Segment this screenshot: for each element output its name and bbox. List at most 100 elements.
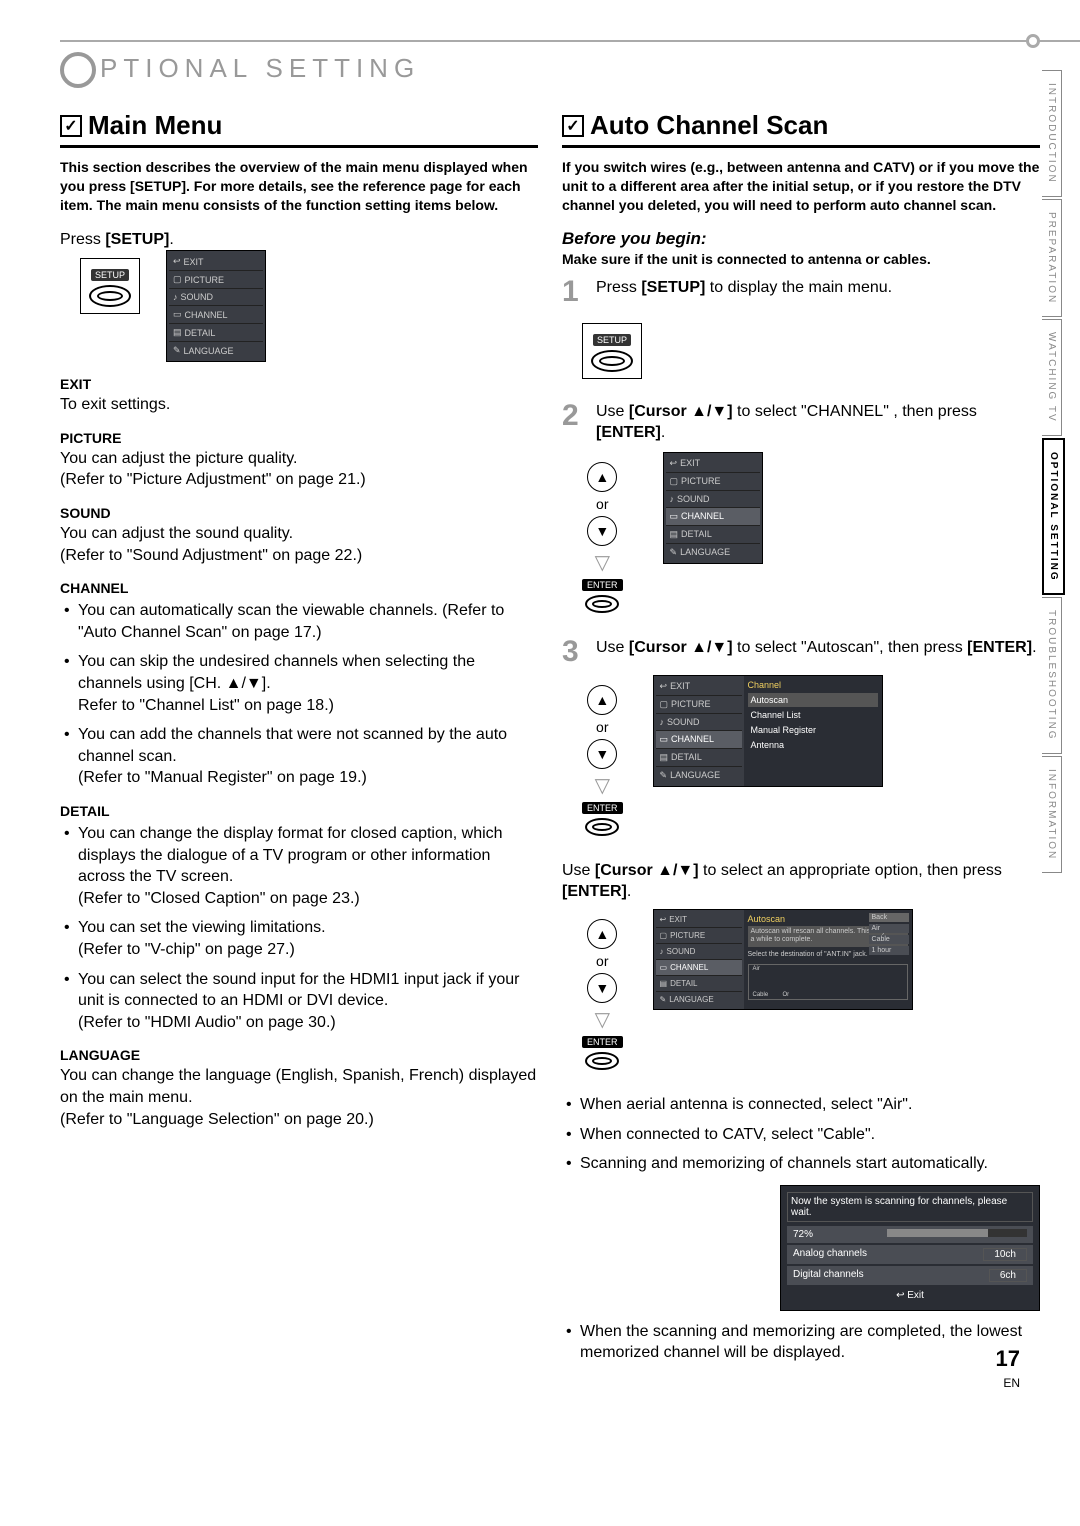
side-tab-preparation[interactable]: PREPARATION — [1042, 199, 1062, 317]
step-3-figure: ▲ or ▼ ▽ ENTER ↩EXIT ▢PICTURE ♪SOUND ▭CH… — [562, 675, 1040, 846]
step-text: Press [SETUP] to display the main menu. — [596, 277, 892, 299]
channel-bullets: •You can automatically scan the viewable… — [64, 600, 538, 789]
main-menu-figure: ↩EXIT ▢PICTURE ♪SOUND ▭CHANNEL ▤DETAIL ✎… — [166, 250, 266, 362]
or-text: or — [596, 496, 608, 512]
press-setup-text: Press [SETUP]. — [60, 229, 538, 251]
step-2: 2 Use [Cursor ▲/▼] to select "CHANNEL" ,… — [562, 401, 1040, 444]
step-3: 3 Use [Cursor ▲/▼] to select "Autoscan",… — [562, 637, 1040, 667]
section-end-circle-icon — [1026, 34, 1040, 48]
main-menu-title: Main Menu — [88, 110, 222, 141]
before-note: Make sure if the unit is connected to an… — [562, 251, 1040, 267]
detail-title: DETAIL — [60, 803, 538, 819]
scan-progress-row: 72% — [787, 1226, 1033, 1243]
auto-scan-heading: ✓ Auto Channel Scan — [562, 110, 1040, 148]
left-column: ✓ Main Menu This section describes the o… — [60, 110, 538, 1372]
checkmark-icon: ✓ — [60, 115, 82, 137]
triangle-down-icon: ▽ — [595, 773, 610, 798]
setup-button-figure: SETUP — [80, 258, 140, 314]
menu-figure-channel: ↩EXIT ▢PICTURE ♪SOUND ▭CHANNEL ▤DETAIL ✎… — [663, 452, 763, 564]
list-item: You can automatically scan the viewable … — [78, 600, 538, 643]
menu-row: ♪SOUND — [169, 289, 263, 306]
main-menu-heading: ✓ Main Menu — [60, 110, 538, 148]
panel-header: Channel — [748, 680, 878, 690]
up-arrow-icon: ▲ — [587, 919, 617, 949]
enter-oval-icon — [585, 818, 619, 836]
list-item: You can select the sound input for the H… — [78, 969, 538, 1034]
section-header: PTIONAL SETTING — [60, 50, 1040, 86]
step-1: 1 Press [SETUP] to display the main menu… — [562, 277, 1040, 307]
side-tab-troubleshooting[interactable]: TROUBLESHOOTING — [1042, 597, 1062, 754]
step-number: 1 — [562, 277, 586, 307]
step-number: 2 — [562, 401, 586, 431]
down-arrow-icon: ▼ — [587, 739, 617, 769]
scan-progress: 72% — [793, 1229, 813, 1240]
enter-oval-icon — [585, 1052, 619, 1070]
sound-title: SOUND — [60, 505, 538, 521]
panel-option: Channel List — [748, 708, 878, 722]
scan-exit: ↩ Exit — [787, 1287, 1033, 1304]
scan-row: Digital channels 6ch — [787, 1266, 1033, 1285]
section-title: PTIONAL SETTING — [100, 53, 420, 84]
picture-body: You can adjust the picture quality. (Ref… — [60, 448, 538, 491]
page-language: EN — [1003, 1376, 1020, 1390]
scan-row: Analog channels 10ch — [787, 1245, 1033, 1264]
setup-label: SETUP — [91, 269, 129, 281]
side-tab-optional-setting[interactable]: OPTIONAL SETTING — [1042, 438, 1065, 596]
exit-body: To exit settings. — [60, 394, 538, 416]
list-item: You can skip the undesired channels when… — [78, 651, 538, 716]
list-item: When aerial antenna is connected, select… — [580, 1094, 912, 1116]
setup-label: SETUP — [593, 334, 631, 346]
setup-oval-icon — [89, 285, 131, 307]
right-column: ✓ Auto Channel Scan If you switch wires … — [562, 110, 1040, 1372]
language-title: LANGUAGE — [60, 1047, 538, 1063]
language-body: You can change the language (English, Sp… — [60, 1065, 538, 1130]
up-arrow-icon: ▲ — [587, 685, 617, 715]
triangle-down-icon: ▽ — [595, 550, 610, 575]
step-number: 3 — [562, 637, 586, 667]
setup-button-figure: SETUP — [582, 323, 642, 379]
down-arrow-icon: ▼ — [587, 973, 617, 1003]
list-item: When connected to CATV, select "Cable". — [580, 1124, 875, 1146]
menu-row: ▭CHANNEL — [169, 306, 263, 324]
section-underline — [60, 40, 1080, 42]
list-item: Scanning and memorizing of channels star… — [580, 1153, 988, 1175]
sound-body: You can adjust the sound quality. (Refer… — [60, 523, 538, 566]
menu-row: ▢PICTURE — [169, 271, 263, 289]
setup-oval-icon — [591, 350, 633, 372]
exit-title: EXIT — [60, 376, 538, 392]
menu-row: ✎LANGUAGE — [169, 342, 263, 359]
menu-row: ↩EXIT — [169, 253, 263, 271]
connection-diagram: Air Cable Or — [748, 964, 908, 1000]
section-circle-icon — [60, 52, 96, 88]
side-tab-watching-tv[interactable]: WATCHING TV — [1042, 319, 1062, 436]
cursor-nav-figure: ▲ or ▼ ▽ ENTER — [582, 462, 623, 613]
side-tab-information[interactable]: INFORMATION — [1042, 756, 1062, 873]
final-note: When the scanning and memorizing are com… — [580, 1321, 1040, 1364]
triangle-down-icon: ▽ — [595, 1007, 610, 1032]
picture-title: PICTURE — [60, 430, 538, 446]
option-cable: Cable — [869, 935, 909, 944]
checkmark-icon: ✓ — [562, 115, 584, 137]
panel-option: Manual Register — [748, 723, 878, 737]
step-text: Use [Cursor ▲/▼] to select "Autoscan", t… — [596, 637, 1037, 659]
channel-title: CHANNEL — [60, 580, 538, 596]
side-tab-introduction[interactable]: INTRODUCTION — [1042, 70, 1062, 197]
auto-scan-intro: If you switch wires (e.g., between anten… — [562, 158, 1040, 215]
panel-option: Autoscan — [748, 693, 878, 707]
scanning-progress-figure: Now the system is scanning for channels,… — [780, 1185, 1040, 1311]
cursor-nav-figure: ▲ or ▼ ▽ ENTER — [582, 919, 623, 1070]
step-2-figure: ▲ or ▼ ▽ ENTER ↩EXIT ▢PICTURE ♪SOUND ▭CH… — [562, 452, 1040, 623]
detail-bullets: •You can change the display format for c… — [64, 823, 538, 1033]
page-number: 17 — [996, 1346, 1020, 1372]
auto-scan-title: Auto Channel Scan — [590, 110, 828, 141]
autoscan-notes: •When aerial antenna is connected, selec… — [566, 1094, 1040, 1175]
side-tabs: INTRODUCTION PREPARATION WATCHING TV OPT… — [1042, 70, 1070, 875]
autoscan-panel-figure: ↩EXIT ▢PICTURE ♪SOUND ▭CHANNEL ▤DETAIL ✎… — [653, 909, 913, 1010]
channel-submenu-figure: ↩EXIT ▢PICTURE ♪SOUND ▭CHANNEL ▤DETAIL ✎… — [653, 675, 883, 787]
main-menu-intro: This section describes the overview of t… — [60, 158, 538, 215]
menu-row: ▤DETAIL — [169, 324, 263, 342]
scan-header: Now the system is scanning for channels,… — [787, 1192, 1033, 1222]
option-1hour: 1 hour — [869, 946, 909, 955]
step-4-text: Use [Cursor ▲/▼] to select an appropriat… — [562, 860, 1040, 903]
option-air: Air — [869, 924, 909, 933]
